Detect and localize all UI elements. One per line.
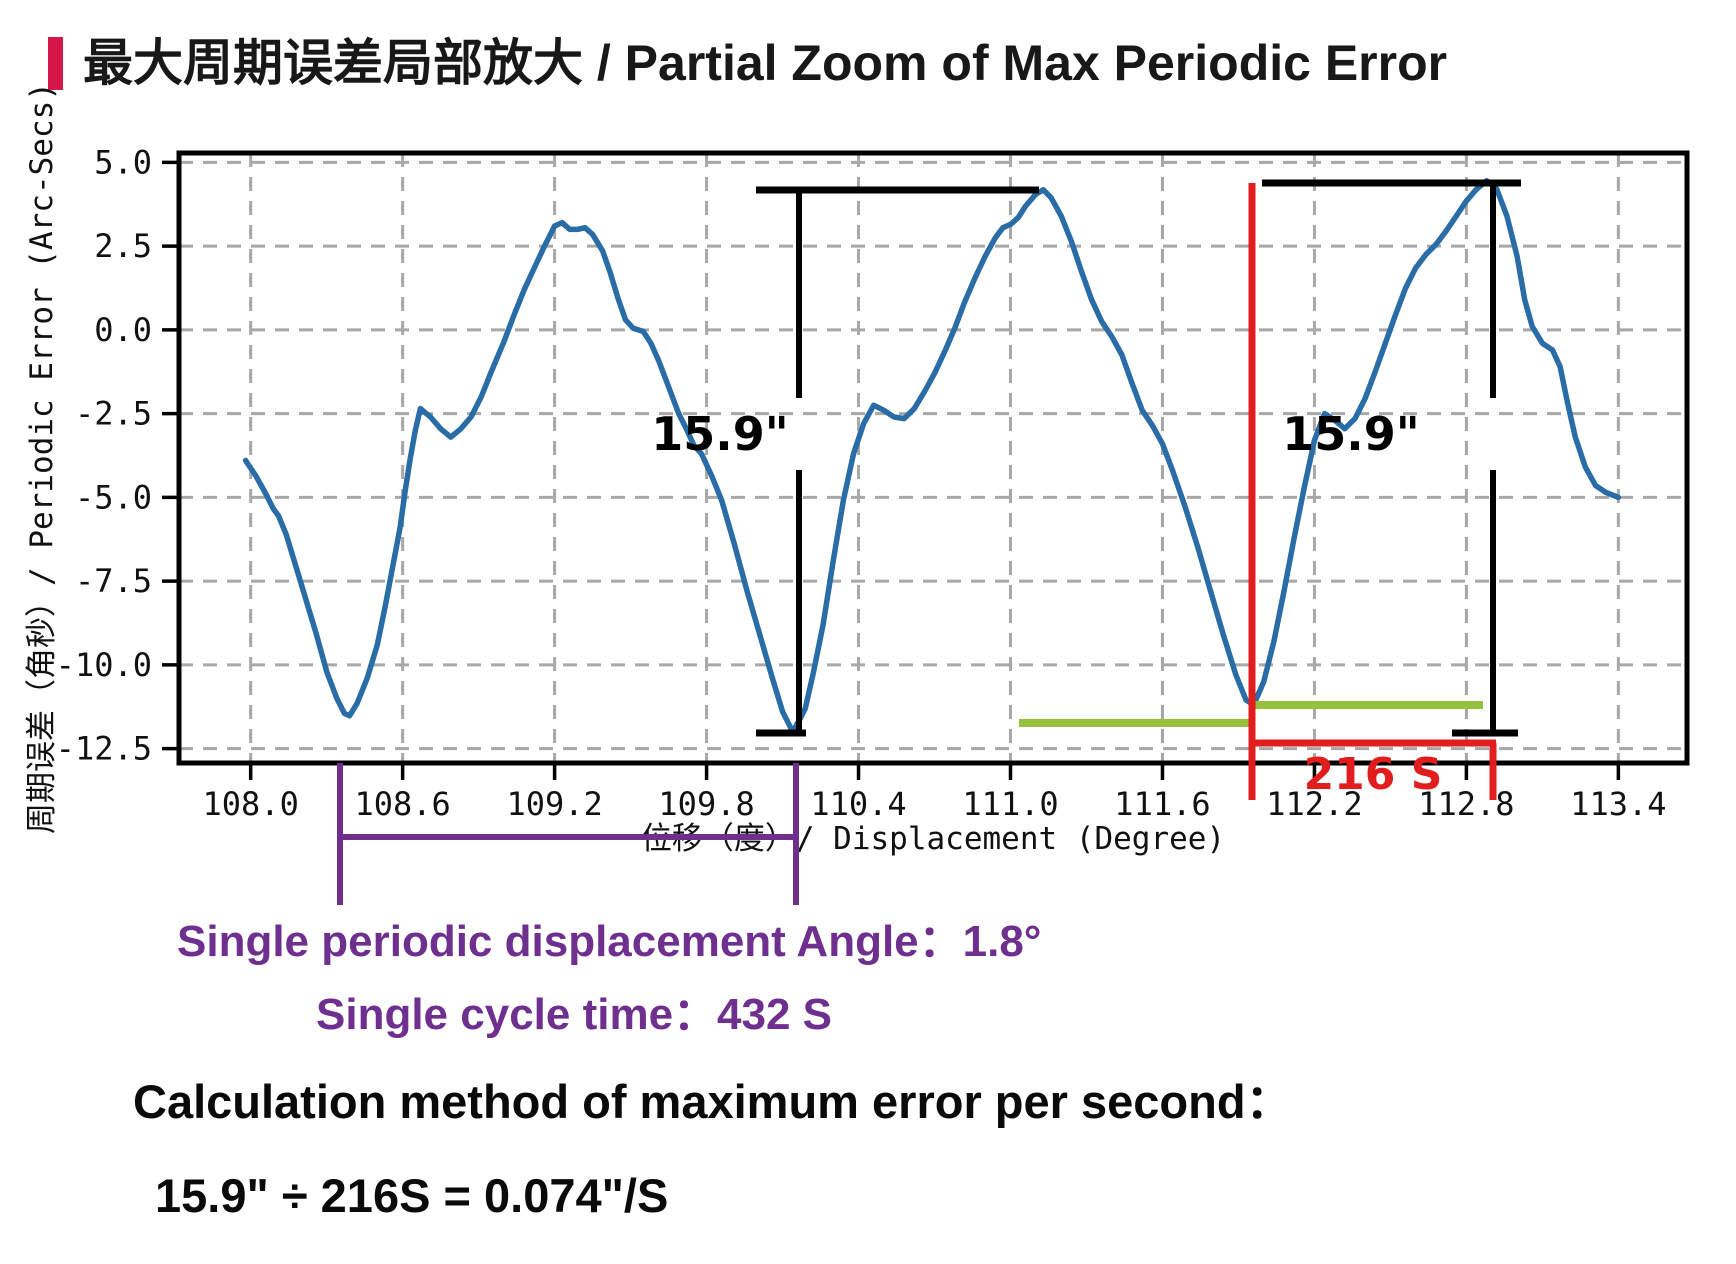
- x-tick-label: 108.0: [203, 785, 299, 823]
- note-calculation-title: Calculation method of maximum error per …: [133, 1075, 1293, 1128]
- y-tick-label: -12.5: [56, 730, 152, 768]
- time-span-label: 216 S: [1304, 749, 1443, 800]
- y-tick-label: 2.5: [94, 227, 152, 265]
- x-tick-label: 109.8: [658, 785, 754, 823]
- title-block: 最大周期误差局部放大 / Partial Zoom of Max Periodi…: [48, 35, 1447, 91]
- x-tick-label: 113.4: [1570, 785, 1666, 823]
- note-calculation-formula: 15.9" ÷ 216S = 0.074"/S: [155, 1169, 668, 1222]
- mid-measure-label: 15.9": [651, 407, 788, 461]
- page-title: 最大周期误差局部放大 / Partial Zoom of Max Periodi…: [83, 35, 1447, 91]
- x-tick-label: 111.6: [1114, 785, 1210, 823]
- right-measurement: 15.9": [1262, 179, 1521, 737]
- plot-border: [176, 150, 1690, 766]
- x-tick-label: 108.6: [354, 785, 450, 823]
- period-bracket: [337, 763, 799, 905]
- y-tick-label: -7.5: [75, 562, 152, 600]
- title-accent-bar: [48, 37, 63, 90]
- x-tick-label: 112.2: [1266, 785, 1362, 823]
- periodic-error-curve: [242, 178, 1622, 735]
- y-tick-label: -10.0: [56, 646, 152, 684]
- y-tick-label: 0.0: [94, 311, 152, 349]
- y-tick-label: 5.0: [94, 143, 152, 181]
- x-tick-label: 111.0: [962, 785, 1058, 823]
- x-tick-label: 112.8: [1418, 785, 1514, 823]
- time-span-bracket: 216 S: [1248, 183, 1497, 800]
- notes-block: Single periodic displacement Angle：1.8° …: [133, 917, 1293, 1222]
- note-cycle-time: Single cycle time：432 S: [316, 990, 832, 1039]
- mid-measurement: 15.9": [651, 186, 1039, 737]
- plot-area: 108.0 108.6 109.2 109.8 110.4 111.0 111.6 112.2…: [56, 143, 1690, 823]
- right-measure-label: 15.9": [1282, 407, 1419, 461]
- x-tick-label: 110.4: [810, 785, 906, 823]
- note-displacement-angle: Single periodic displacement Angle：1.8°: [177, 917, 1041, 966]
- x-tick-label: 109.2: [506, 785, 602, 823]
- green-reference-lines: [1019, 701, 1483, 727]
- y-tick-label: -2.5: [75, 395, 152, 433]
- y-tick-label: -5.0: [75, 478, 152, 516]
- y-axis-label: 周期误差（角秒）/ Periodic Error (Arc-Secs): [24, 82, 60, 834]
